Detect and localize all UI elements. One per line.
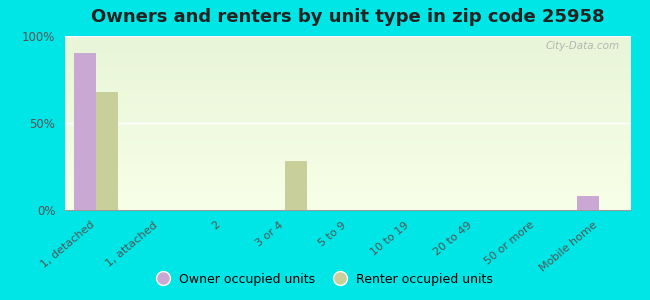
Bar [96, 92, 118, 210]
Bar [577, 196, 599, 210]
Legend: Owner occupied units, Renter occupied units: Owner occupied units, Renter occupied un… [151, 268, 499, 291]
Title: Owners and renters by unit type in zip code 25958: Owners and renters by unit type in zip c… [91, 8, 604, 26]
Text: City-Data.com: City-Data.com [545, 41, 619, 51]
Bar [285, 161, 307, 210]
Bar [74, 53, 96, 210]
